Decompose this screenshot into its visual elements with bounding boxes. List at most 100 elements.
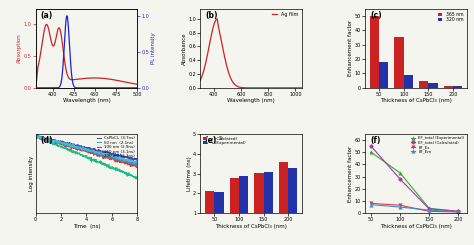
Bar (254, 172, 264, 233)
100 nm (2.9ns) (34, 134, 39, 137)
Line: EF_Ex: EF_Ex (369, 202, 460, 214)
Text: 5: 5 (219, 136, 222, 141)
200 nm (3.3ns) (88, 149, 94, 152)
150 nm (3.1ns) (132, 162, 138, 165)
CsPbCl₃ (3.7ns) (130, 159, 136, 162)
150 nm (3.1ns) (35, 134, 40, 136)
Bar (453, 86, 462, 88)
CsPbCl₃ (3.7ns) (81, 147, 87, 149)
150 nm (3.1ns) (93, 152, 99, 155)
Y-axis label: Absorbance: Absorbance (182, 32, 187, 64)
CsPbCl₃ (3.7ns) (135, 158, 140, 160)
100 nm (2.9ns) (81, 149, 87, 152)
Ag film (214, 17, 220, 20)
EF_Ex (397, 204, 403, 207)
Bar (428, 83, 438, 88)
EF_Ex (456, 210, 461, 213)
50 nm  (2.1ns) (88, 157, 93, 159)
Line: Ag film: Ag film (201, 19, 302, 88)
150 nm (3.1ns) (81, 148, 87, 151)
150 nm (3.1ns) (134, 164, 140, 167)
Text: (f): (f) (370, 136, 381, 145)
Bar (419, 81, 428, 88)
X-axis label: Thickness of CsPbCl₃ (nm): Thickness of CsPbCl₃ (nm) (215, 224, 287, 229)
Legend: Ag film: Ag film (271, 11, 300, 18)
EF_Em (397, 206, 403, 208)
Bar (229, 178, 239, 233)
100 nm (2.9ns) (33, 135, 38, 138)
Y-axis label: Log intensity: Log intensity (29, 156, 34, 191)
EF_Ex (426, 210, 432, 213)
EF_total (Calculated) (456, 210, 461, 213)
Line: 100 nm (2.9ns): 100 nm (2.9ns) (36, 135, 137, 167)
100 nm (2.9ns) (133, 166, 139, 169)
Bar (370, 16, 379, 88)
Ag film (246, 86, 252, 89)
200 nm (3.3ns) (132, 161, 138, 164)
200 nm (3.3ns) (81, 148, 87, 151)
150 nm (3.1ns) (88, 149, 94, 152)
Ag film (281, 86, 287, 89)
200 nm (3.3ns) (33, 134, 38, 136)
EF_total (Experimental) (397, 172, 403, 174)
100 nm (2.9ns) (82, 149, 88, 152)
EF_Em (456, 210, 461, 213)
200 nm (3.3ns) (82, 147, 88, 150)
150 nm (3.1ns) (135, 163, 140, 166)
X-axis label: Thickness of CsPbCl₃ (nm): Thickness of CsPbCl₃ (nm) (380, 98, 452, 103)
200 nm (3.3ns) (132, 162, 137, 165)
100 nm (2.9ns) (135, 164, 140, 167)
Text: (e): (e) (204, 136, 217, 145)
Text: (d): (d) (41, 136, 53, 145)
50 nm  (2.1ns) (116, 167, 122, 170)
Ag film (253, 86, 258, 89)
Ag film (299, 86, 305, 89)
Line: EF_total (Calculated): EF_total (Calculated) (369, 144, 460, 213)
150 nm (3.1ns) (82, 149, 88, 152)
Line: EF_Em: EF_Em (369, 203, 460, 214)
Ag film (246, 86, 252, 89)
Legend: EF_total (Experimental), EF_total (Calculated), EF_Ex, EF_Em: EF_total (Experimental), EF_total (Calcu… (411, 136, 465, 154)
CsPbCl₃ (3.7ns) (132, 157, 138, 160)
CsPbCl₃ (3.7ns) (35, 133, 40, 136)
Bar (279, 162, 288, 233)
50 nm  (2.1ns) (93, 161, 99, 164)
100 nm (2.9ns) (88, 151, 94, 154)
EF_Em (368, 203, 374, 206)
Y-axis label: Enhancement factor: Enhancement factor (348, 145, 353, 202)
CsPbCl₃ (3.7ns) (116, 155, 122, 158)
Line: 150 nm (3.1ns): 150 nm (3.1ns) (36, 135, 137, 166)
Line: CsPbCl₃ (3.7ns): CsPbCl₃ (3.7ns) (36, 135, 137, 160)
EF_total (Calculated) (368, 145, 374, 147)
Line: EF_total (Experimental): EF_total (Experimental) (369, 150, 460, 213)
100 nm (2.9ns) (116, 159, 122, 162)
200 nm (3.3ns) (33, 134, 38, 137)
Bar (288, 168, 298, 233)
EF_total (Experimental) (426, 207, 432, 210)
Line: 50 nm  (2.1ns): 50 nm (2.1ns) (36, 135, 137, 179)
X-axis label: Wavelength (nm): Wavelength (nm) (63, 98, 110, 103)
Ag film (198, 79, 203, 82)
50 nm  (2.1ns) (33, 134, 38, 137)
Text: (b): (b) (205, 11, 218, 20)
Ag film (297, 86, 303, 89)
150 nm (3.1ns) (116, 158, 122, 160)
Bar (214, 192, 224, 233)
Bar (239, 176, 248, 233)
Bar (264, 172, 273, 233)
Legend: τ (Calclated), τ (Experimental): τ (Calclated), τ (Experimental) (202, 136, 246, 146)
EF_total (Calculated) (426, 208, 432, 210)
CsPbCl₃ (3.7ns) (33, 134, 38, 137)
CsPbCl₃ (3.7ns) (82, 147, 88, 150)
Ag film (258, 86, 264, 89)
50 nm  (2.1ns) (81, 154, 87, 157)
200 nm (3.3ns) (135, 161, 140, 164)
Bar (444, 86, 453, 88)
Bar (404, 75, 413, 88)
Y-axis label: Enhancement factor: Enhancement factor (348, 20, 353, 76)
Y-axis label: Absorption: Absorption (17, 33, 22, 63)
EF_total (Calculated) (397, 178, 403, 181)
Legend: CsPbCl₃ (3.7ns), 50 nm  (2.1ns), 100 nm (2.9ns), 150 nm (3.1ns), 200 nm (3.3ns): CsPbCl₃ (3.7ns), 50 nm (2.1ns), 100 nm (… (96, 136, 135, 159)
Bar (379, 62, 389, 88)
EF_total (Experimental) (368, 151, 374, 154)
